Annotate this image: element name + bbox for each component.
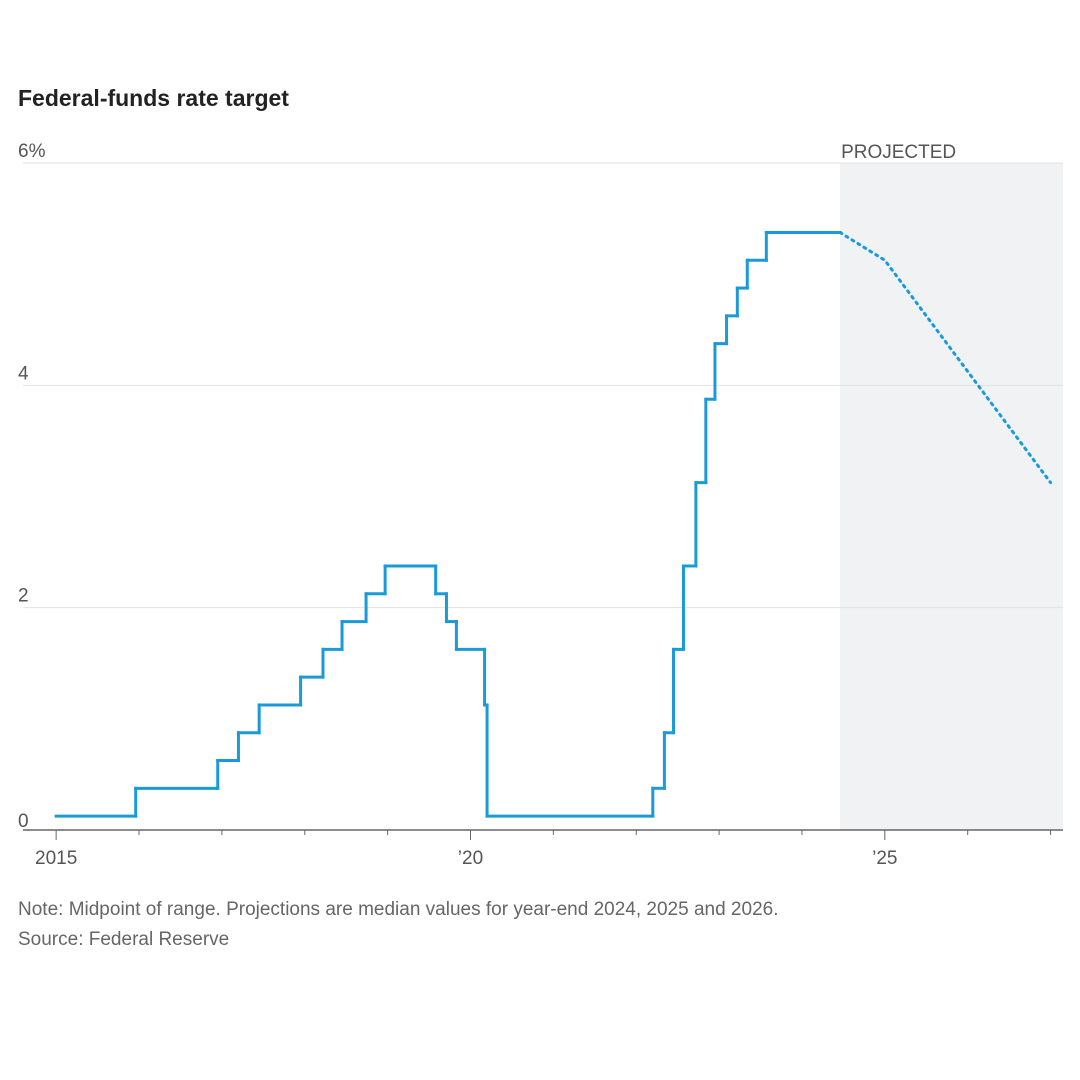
chart-title: Federal-funds rate target	[18, 85, 289, 111]
y-tick-label: 4	[18, 363, 29, 384]
projection-label: PROJECTED	[841, 142, 956, 163]
projection-shade	[840, 163, 1063, 830]
note: Note: Midpoint of range. Projections are…	[18, 899, 778, 920]
projected-line	[838, 230, 1053, 485]
y-tick-label: 2	[18, 586, 29, 607]
x-tick-label: ’25	[872, 848, 897, 869]
x-tick-label: ’20	[458, 848, 483, 869]
y-tick-label: 0	[18, 811, 29, 832]
x-tick-label: 2015	[35, 848, 77, 869]
source: Source: Federal Reserve	[18, 929, 229, 950]
y-tick-label: 6%	[18, 141, 46, 162]
